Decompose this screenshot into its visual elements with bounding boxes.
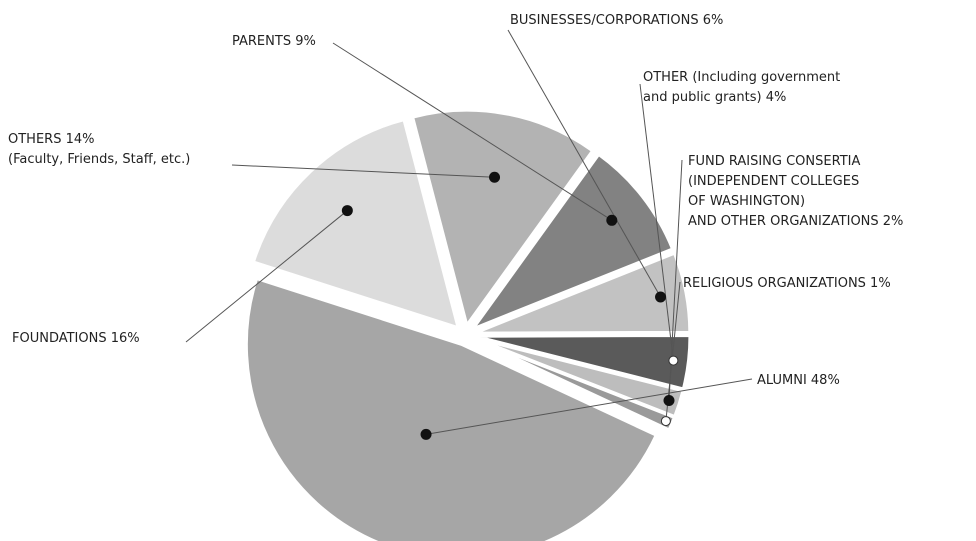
slice-label-parents-9: PARENTS 9% bbox=[232, 34, 316, 49]
slice-label-businesses-corporations-6: BUSINESSES/CORPORATIONS 6% bbox=[510, 13, 723, 28]
slice-marker-fund-raising-consertia bbox=[663, 394, 675, 406]
leader-line-others-14 bbox=[231, 164, 495, 178]
slice-label-foundations-16: FOUNDATIONS 16% bbox=[12, 331, 140, 346]
slice-label-religious-organizations-1: RELIGIOUS ORGANIZATIONS 1% bbox=[683, 276, 891, 291]
slice-marker-alumni-48 bbox=[420, 428, 432, 440]
slice-marker-foundations-16 bbox=[341, 205, 353, 217]
leader-line-foundations-16 bbox=[185, 210, 348, 343]
slice-marker-businesses-corporations-6 bbox=[655, 291, 667, 303]
slice-marker-others-14 bbox=[489, 171, 501, 183]
slice-marker-other-including-government bbox=[668, 355, 679, 366]
leader-line-alumni-48 bbox=[425, 378, 753, 435]
slice-marker-religious-organizations-1 bbox=[660, 416, 671, 427]
slice-label-others-14: OTHERS 14% (Faculty, Friends, Staff, etc.… bbox=[8, 132, 190, 167]
slice-label-alumni-48: ALUMNI 48% bbox=[757, 373, 840, 388]
pie-slice-religious-organizations-1 bbox=[473, 337, 677, 432]
leader-line-businesses-corporations-6 bbox=[507, 29, 661, 298]
pie-slice-others-14 bbox=[410, 108, 595, 329]
pie-slice-parents-9 bbox=[468, 152, 675, 333]
leader-line-other-including-government bbox=[639, 83, 674, 361]
slice-label-other-including-government: OTHER (Including government and public gr… bbox=[643, 70, 840, 105]
pie-slice-foundations-16 bbox=[251, 117, 461, 330]
slice-marker-parents-9 bbox=[606, 214, 618, 226]
leader-line-parents-9 bbox=[332, 42, 613, 221]
slice-label-fund-raising-consertia: FUND RAISING CONSERTIA (INDEPENDENT COLLE… bbox=[688, 154, 903, 229]
pie-slice-alumni-48 bbox=[244, 276, 659, 541]
pie-slice-businesses-corporations-6 bbox=[474, 251, 692, 335]
pie-slice-other-including-government bbox=[474, 333, 692, 391]
